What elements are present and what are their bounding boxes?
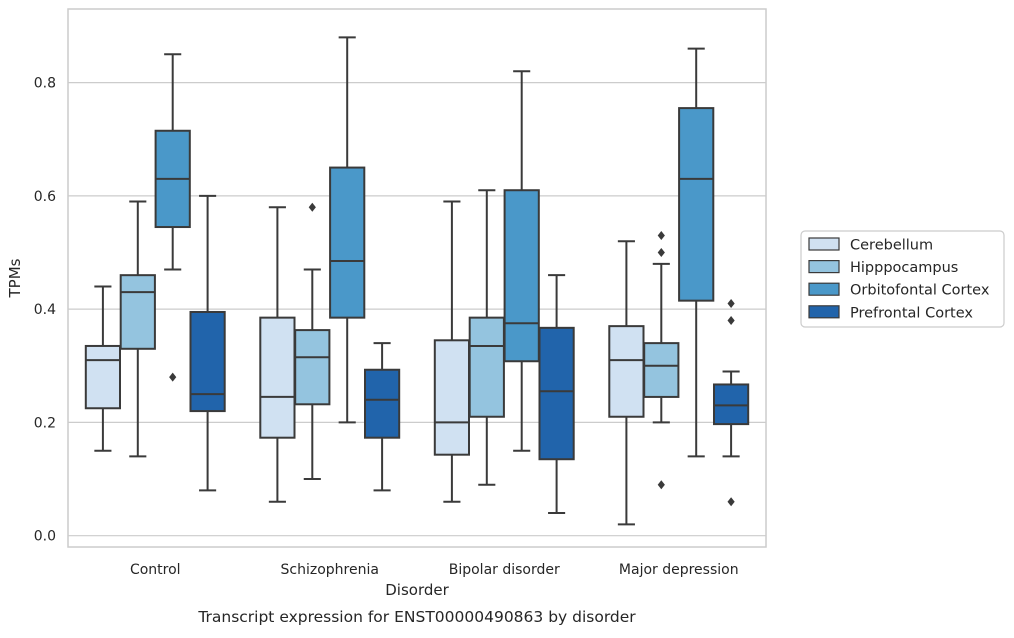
legend: Cerebellum Hipppocampus Orbitofontal Corte…	[800, 230, 1005, 328]
box-layer	[84, 36, 750, 526]
box-iqr	[189, 310, 226, 413]
x-tick-label: Schizophrenia	[281, 562, 379, 578]
outlier-point	[657, 248, 665, 258]
y-tick-label: 0.0	[34, 529, 56, 545]
x-axis-ticks: Control Schizophrenia Bipolar disorder Majo…	[130, 562, 739, 578]
y-axis-label: TPMs	[6, 258, 24, 298]
box-iqr	[433, 339, 471, 456]
outlier-point	[308, 202, 316, 212]
box-cerebellum	[433, 200, 471, 503]
box-iqr	[712, 383, 750, 426]
box-hipppocampus	[294, 202, 331, 481]
outlier-point	[727, 298, 735, 308]
y-tick-label: 0.6	[34, 189, 56, 205]
box-orbitofontal-cortex	[329, 36, 366, 424]
legend-label: Prefrontal Cortex	[850, 305, 973, 321]
plot-frame	[67, 8, 767, 548]
y-tick-label: 0.8	[34, 76, 56, 92]
box-iqr	[84, 344, 122, 410]
box-iqr	[363, 368, 401, 439]
box-iqr	[503, 189, 540, 363]
box-cerebellum	[259, 206, 296, 503]
x-tick-label: Major depression	[619, 562, 739, 578]
box-iqr	[259, 316, 296, 439]
y-tick-label: 0.4	[34, 302, 56, 318]
outlier-point	[727, 497, 735, 507]
box-orbitofontal-cortex	[678, 47, 715, 458]
box-iqr	[643, 342, 680, 398]
outlier-point	[169, 372, 177, 382]
x-axis-label: Disorder	[385, 581, 449, 599]
outlier-point	[727, 315, 735, 325]
legend-label: Hipppocampus	[850, 260, 958, 276]
box-iqr	[119, 274, 156, 350]
box-hipppocampus	[468, 189, 505, 486]
legend-label: Orbitofontal Cortex	[850, 283, 990, 299]
box-prefrontal-cortex	[363, 342, 401, 492]
legend-swatch	[808, 260, 840, 274]
legend-swatch	[808, 237, 840, 251]
box-iqr	[329, 166, 366, 319]
box-hipppocampus	[643, 231, 680, 490]
outlier-point	[657, 231, 665, 241]
box-prefrontal-cortex	[712, 298, 750, 507]
outlier-point	[657, 480, 665, 490]
box-cerebellum	[84, 285, 122, 452]
y-tick-label: 0.2	[34, 415, 56, 431]
box-prefrontal-cortex	[538, 274, 575, 515]
box-iqr	[538, 326, 575, 461]
box-prefrontal-cortex	[189, 194, 226, 492]
legend-swatch	[808, 305, 840, 319]
box-iqr	[608, 325, 645, 418]
box-iqr	[468, 316, 505, 418]
y-axis-ticks: 0.0 0.2 0.4 0.6 0.8	[34, 76, 56, 545]
legend-frame	[800, 230, 1005, 328]
box-iqr	[678, 107, 715, 302]
box-iqr	[294, 329, 331, 406]
box-orbitofontal-cortex	[503, 70, 540, 452]
legend-swatch	[808, 282, 840, 296]
chart-caption: Transcript expression for ENST0000049086…	[197, 608, 636, 626]
x-tick-label: Control	[130, 562, 181, 578]
box-hipppocampus	[119, 200, 156, 458]
x-tick-label: Bipolar disorder	[449, 562, 560, 578]
legend-label: Cerebellum	[850, 238, 933, 254]
box-orbitofontal-cortex	[154, 53, 191, 382]
